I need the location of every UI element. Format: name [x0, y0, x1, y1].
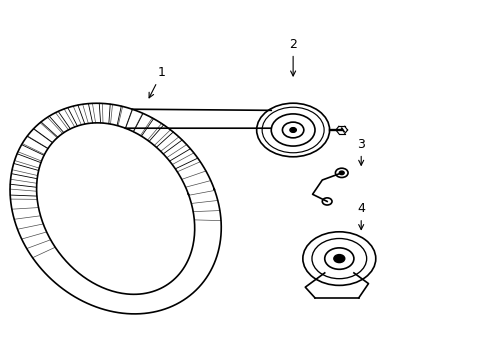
Text: 2: 2 [288, 38, 296, 76]
Text: 3: 3 [357, 138, 365, 165]
Circle shape [289, 128, 296, 132]
Text: 4: 4 [357, 202, 365, 230]
Circle shape [333, 255, 344, 262]
Text: 1: 1 [149, 66, 165, 98]
Circle shape [339, 171, 344, 175]
